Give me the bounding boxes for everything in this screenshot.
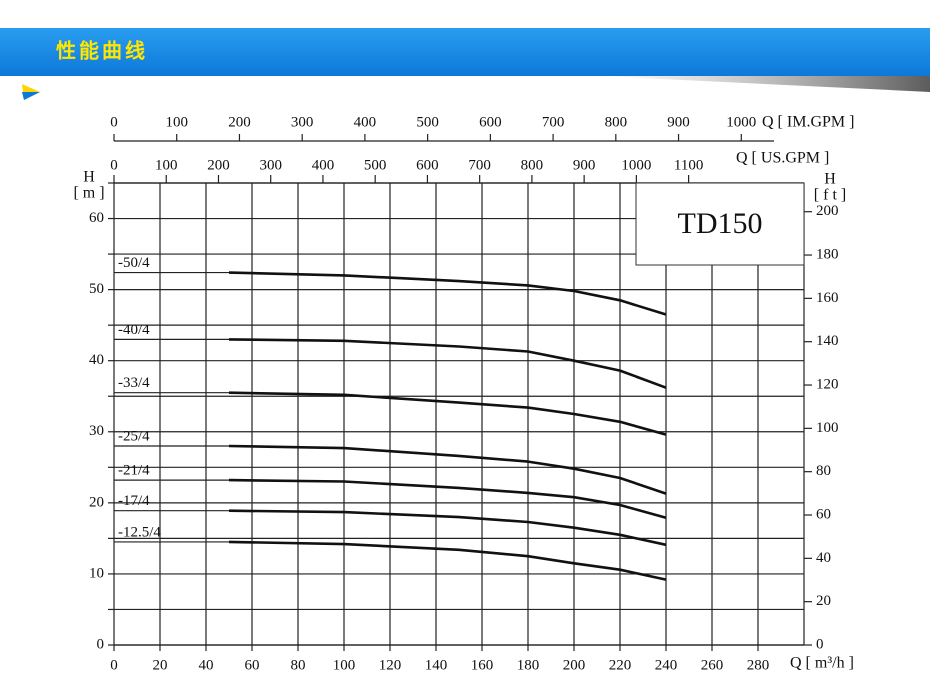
banner-arrow-shade <box>22 92 40 100</box>
y2-tick-label: 140 <box>816 333 839 349</box>
x-tick-label: 220 <box>609 657 632 673</box>
x2-tick-label: 100 <box>155 157 178 173</box>
y2-tick-label: 200 <box>816 203 839 219</box>
x-tick-label: 160 <box>471 657 494 673</box>
x2-tick-label: 0 <box>110 157 118 173</box>
x3-tick-label: 100 <box>165 114 188 130</box>
y-axis-label: H <box>83 169 95 186</box>
pump-curve <box>228 478 667 520</box>
x-tick-label: 120 <box>379 657 402 673</box>
y2-axis-label: H <box>824 171 836 188</box>
x2-axis-label: Q [ US.GPM ] <box>736 150 829 167</box>
x3-tick-label: 300 <box>291 114 314 130</box>
curve-label: -50/4 <box>118 255 150 271</box>
y-tick-label: 60 <box>89 210 104 226</box>
x-axis-label: Q [ m³/h ] <box>790 655 854 672</box>
curve-label: -40/4 <box>118 322 150 338</box>
x2-tick-label: 400 <box>312 157 335 173</box>
x2-tick-label: 1000 <box>621 157 651 173</box>
x-tick-label: 20 <box>153 657 168 673</box>
x3-tick-label: 500 <box>416 114 439 130</box>
x2-tick-label: 900 <box>573 157 596 173</box>
x2-tick-label: 1100 <box>674 157 703 173</box>
x3-tick-label: 0 <box>110 114 118 130</box>
y2-tick-label: 100 <box>816 420 839 436</box>
x2-tick-label: 200 <box>207 157 230 173</box>
y-axis-unit: [ m ] <box>73 185 104 202</box>
pump-curve <box>228 509 667 547</box>
y2-tick-label: 80 <box>816 463 831 479</box>
pump-curve <box>228 338 667 389</box>
y2-tick-label: 20 <box>816 593 831 609</box>
x2-tick-label: 500 <box>364 157 387 173</box>
y-tick-label: 20 <box>89 494 104 510</box>
curve-label: -21/4 <box>118 463 150 479</box>
curve-label: -33/4 <box>118 375 150 391</box>
x-tick-label: 40 <box>199 657 214 673</box>
x-tick-label: 140 <box>425 657 448 673</box>
y-tick-label: 40 <box>89 352 104 368</box>
curve-label: -25/4 <box>118 428 150 444</box>
x-tick-label: 0 <box>110 657 118 673</box>
curve-label: -17/4 <box>118 493 150 509</box>
y-tick-label: 0 <box>97 636 105 652</box>
x3-tick-label: 1000 <box>726 114 756 130</box>
model-box <box>635 182 805 266</box>
y2-tick-label: 60 <box>816 506 831 522</box>
x-tick-label: 180 <box>517 657 540 673</box>
pump-curve <box>228 444 667 495</box>
x-tick-label: 60 <box>245 657 260 673</box>
curve-label: -12.5/4 <box>118 524 161 540</box>
x2-tick-label: 700 <box>468 157 491 173</box>
banner <box>0 28 930 76</box>
y-tick-label: 50 <box>89 281 104 297</box>
banner-shadow <box>600 76 930 92</box>
x3-tick-label: 900 <box>667 114 690 130</box>
y2-tick-label: 120 <box>816 376 839 392</box>
pump-curve <box>228 391 667 436</box>
x2-tick-label: 300 <box>259 157 282 173</box>
x3-tick-label: 700 <box>542 114 565 130</box>
x-tick-label: 260 <box>701 657 724 673</box>
x3-tick-label: 600 <box>479 114 502 130</box>
x-tick-label: 240 <box>655 657 678 673</box>
y2-axis-unit: [ f t ] <box>814 187 846 204</box>
x3-axis-label: Q [ IM.GPM ] <box>762 114 854 131</box>
model-label: TD150 <box>678 207 763 240</box>
pump-curve <box>228 271 667 316</box>
x2-tick-label: 800 <box>521 157 544 173</box>
x3-tick-label: 200 <box>228 114 251 130</box>
x2-tick-label: 600 <box>416 157 439 173</box>
y-tick-label: 10 <box>89 565 104 581</box>
y2-tick-label: 160 <box>816 290 839 306</box>
x-tick-label: 100 <box>333 657 356 673</box>
x-tick-label: 80 <box>291 657 306 673</box>
x3-tick-label: 800 <box>605 114 628 130</box>
y2-tick-label: 40 <box>816 550 831 566</box>
x-tick-label: 200 <box>563 657 586 673</box>
pump-curve <box>228 540 667 581</box>
y-tick-label: 30 <box>89 423 104 439</box>
x-tick-label: 280 <box>747 657 770 673</box>
y2-tick-label: 0 <box>816 636 824 652</box>
x3-tick-label: 400 <box>354 114 377 130</box>
y2-tick-label: 180 <box>816 246 839 262</box>
banner-title: 性能曲线 <box>56 39 148 63</box>
